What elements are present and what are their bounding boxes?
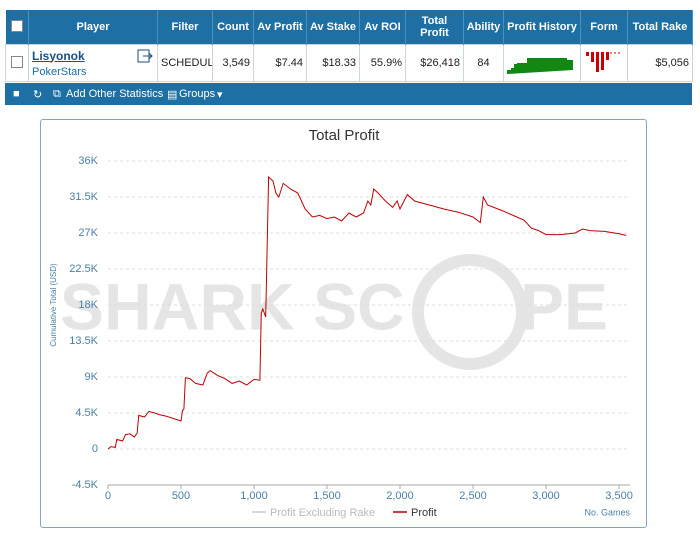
player-cell: Lisyonok PokerStars — [28, 44, 158, 82]
refresh-icon[interactable]: ↻ — [33, 89, 43, 101]
player-name[interactable]: Lisyonok — [32, 48, 85, 63]
add-stats-button[interactable]: Add Other Statistics — [66, 88, 164, 100]
x-tick-label: 1,000 — [240, 490, 268, 502]
stats-table: Player Filter Count Av Profit Av Stake A… — [5, 10, 693, 82]
watermark: SHARK SC PE — [60, 254, 608, 370]
groups-button[interactable]: Groups — [179, 88, 216, 100]
y-axis-label: Cumulative Total (USD) — [49, 263, 58, 347]
form-bars — [586, 51, 622, 72]
cell: 3,549 — [212, 44, 254, 82]
x-tick-label: 3,000 — [532, 490, 560, 502]
watermark-text: SHARK SC — [60, 269, 405, 343]
watermark-text: PE — [520, 269, 608, 343]
x-axis-label: No. Games — [584, 507, 630, 517]
form-cell — [580, 44, 628, 82]
header-cell[interactable]: Player — [28, 10, 158, 45]
player-site[interactable]: PokerStars — [32, 65, 87, 78]
cell: $5,056 — [627, 44, 693, 82]
groups-icon[interactable]: ▤ — [167, 89, 178, 101]
y-tick-label: -4.5K — [72, 479, 99, 491]
y-tick-label: 18K — [78, 299, 98, 311]
cell: SCHEDULI — [157, 44, 213, 82]
add-stats-icon[interactable]: ⧉ — [53, 88, 61, 100]
header-cell[interactable]: Total Profit — [405, 10, 464, 45]
toolbar: ■ ↻ ⧉ Add Other Statistics ▤ Groups ▾ — [5, 83, 692, 105]
y-tick-label: 22.5K — [69, 263, 98, 275]
header-cell[interactable]: Av Stake — [306, 10, 360, 45]
header-cell[interactable]: Count — [212, 10, 254, 45]
row-select[interactable] — [5, 44, 29, 82]
y-tick-label: 31.5K — [69, 191, 98, 203]
y-tick-label: 13.5K — [69, 335, 98, 347]
chart-frame — [40, 119, 647, 528]
y-tick-label: 36K — [78, 155, 98, 167]
y-tick-label: 4.5K — [75, 407, 98, 419]
legend-label[interactable]: Profit — [411, 507, 437, 519]
export-icon[interactable] — [137, 49, 153, 63]
groups-caret[interactable]: ▾ — [217, 89, 223, 101]
x-tick-label: 500 — [172, 490, 190, 502]
header-cell[interactable]: Av ROI — [359, 10, 406, 45]
header-cell[interactable]: Av Profit — [253, 10, 307, 45]
x-tick-label: 3,500 — [605, 490, 633, 502]
cell: $26,418 — [405, 44, 464, 82]
x-tick-label: 2,500 — [459, 490, 487, 502]
y-tick-label: 27K — [78, 227, 98, 239]
select-all[interactable] — [5, 10, 29, 45]
x-tick-label: 2,000 — [386, 490, 414, 502]
chart-title: Total Profit — [309, 127, 381, 144]
header-cell[interactable]: Profit History — [503, 10, 581, 45]
cell: 55.9% — [359, 44, 406, 82]
cell: $18.33 — [306, 44, 360, 82]
header-row: Player Filter Count Av Profit Av Stake A… — [5, 10, 693, 45]
profit-history-cell — [503, 44, 581, 82]
delete-icon[interactable]: ■ — [13, 88, 20, 100]
legend-label[interactable]: Profit Excluding Rake — [270, 507, 375, 519]
watermark-scope — [412, 254, 528, 370]
y-tick-label: 9K — [85, 371, 99, 383]
header-cell[interactable]: Filter — [157, 10, 213, 45]
header-cell[interactable]: Ability — [463, 10, 504, 45]
cell: 84 — [463, 44, 504, 82]
x-tick-label: 1,500 — [313, 490, 341, 502]
header-cell[interactable]: Total Rake — [627, 10, 693, 45]
cell: $7.44 — [253, 44, 307, 82]
header-cell[interactable]: Form — [580, 10, 628, 45]
y-tick-label: 0 — [92, 443, 98, 455]
x-tick-label: 0 — [105, 490, 111, 502]
data-row: Lisyonok PokerStars SCHEDULI 3,549 $7.44… — [5, 44, 693, 82]
profit-line — [107, 175, 627, 450]
sparkline — [507, 57, 573, 74]
